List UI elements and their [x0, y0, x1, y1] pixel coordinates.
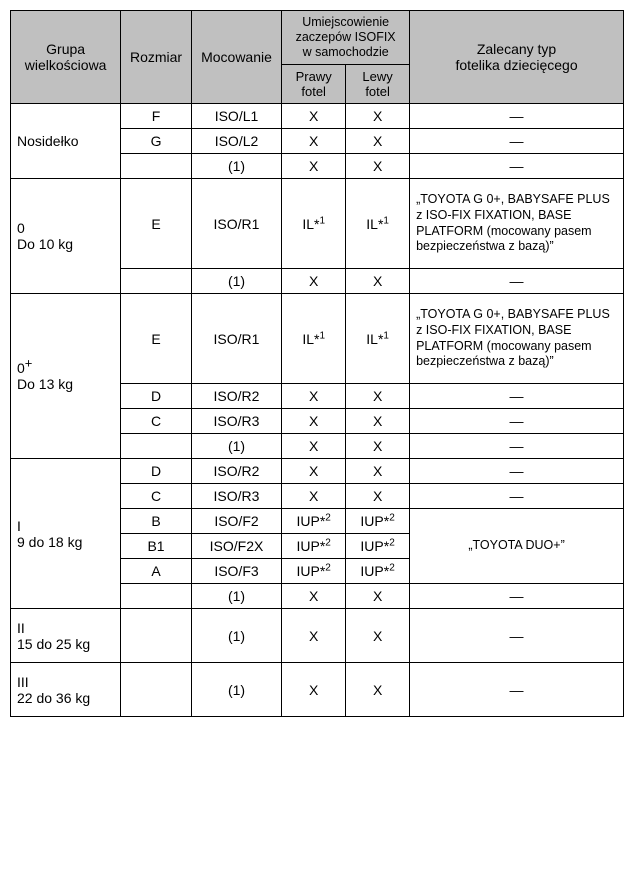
size-cell: F: [121, 104, 192, 129]
size-cell: [121, 269, 192, 294]
group-0plus: 0+Do 13 kg: [11, 294, 121, 459]
group-III: III 22 do 36 kg: [11, 663, 121, 717]
right-seat-cell: X: [282, 384, 346, 409]
recommended-cell: —: [410, 663, 624, 717]
header-size: Rozmiar: [121, 11, 192, 104]
right-seat-cell: X: [282, 129, 346, 154]
recommended-cell: —: [410, 409, 624, 434]
left-seat-cell: X: [346, 663, 410, 717]
right-seat-cell: X: [282, 584, 346, 609]
fixation-cell: (1): [191, 434, 281, 459]
fixation-cell: ISO/R1: [191, 294, 281, 384]
left-seat-cell: X: [346, 459, 410, 484]
size-cell: C: [121, 484, 192, 509]
right-seat-cell: IUP*2: [282, 559, 346, 584]
left-seat-cell: X: [346, 104, 410, 129]
fixation-cell: ISO/R3: [191, 484, 281, 509]
fixation-cell: ISO/F2X: [191, 534, 281, 559]
fixation-cell: ISO/R1: [191, 179, 281, 269]
left-seat-cell: IUP*2: [346, 534, 410, 559]
recommended-cell: „TOYOTA G 0+, BABYSAFE PLUS z ISO-FIX FI…: [410, 179, 624, 269]
left-seat-cell: X: [346, 434, 410, 459]
size-cell: B: [121, 509, 192, 534]
header-fixation: Mocowanie: [191, 11, 281, 104]
size-cell: [121, 434, 192, 459]
recommended-cell: „TOYOTA DUO+”: [410, 509, 624, 584]
fixation-cell: ISO/R3: [191, 409, 281, 434]
right-seat-cell: X: [282, 104, 346, 129]
left-seat-cell: X: [346, 129, 410, 154]
header-isofix-location: Umiejscowienie zaczepów ISOFIX w samocho…: [282, 11, 410, 65]
fixation-cell: ISO/L2: [191, 129, 281, 154]
header-right-seat: Prawy fotel: [282, 65, 346, 104]
header-left-seat: Lewy fotel: [346, 65, 410, 104]
left-seat-cell: X: [346, 154, 410, 179]
recommended-cell: —: [410, 269, 624, 294]
size-cell: E: [121, 294, 192, 384]
recommended-cell: —: [410, 434, 624, 459]
right-seat-cell: IUP*2: [282, 534, 346, 559]
right-seat-cell: X: [282, 484, 346, 509]
fixation-cell: ISO/F2: [191, 509, 281, 534]
group-0: 0 Do 10 kg: [11, 179, 121, 294]
left-seat-cell: IUP*2: [346, 509, 410, 534]
fixation-cell: ISO/F3: [191, 559, 281, 584]
header-recommended: Zalecany typ fotelika dziecięcego: [410, 11, 624, 104]
recommended-cell: „TOYOTA G 0+, BABYSAFE PLUS z ISO-FIX FI…: [410, 294, 624, 384]
left-seat-cell: X: [346, 269, 410, 294]
fixation-cell: ISO/L1: [191, 104, 281, 129]
right-seat-cell: X: [282, 609, 346, 663]
size-cell: D: [121, 384, 192, 409]
left-seat-cell: X: [346, 484, 410, 509]
size-cell: E: [121, 179, 192, 269]
recommended-cell: —: [410, 384, 624, 409]
group-II: II 15 do 25 kg: [11, 609, 121, 663]
size-cell: B1: [121, 534, 192, 559]
size-cell: G: [121, 129, 192, 154]
fixation-cell: (1): [191, 609, 281, 663]
size-cell: D: [121, 459, 192, 484]
left-seat-cell: X: [346, 609, 410, 663]
right-seat-cell: IL*1: [282, 179, 346, 269]
right-seat-cell: X: [282, 154, 346, 179]
right-seat-cell: X: [282, 663, 346, 717]
right-seat-cell: X: [282, 434, 346, 459]
recommended-cell: —: [410, 154, 624, 179]
left-seat-cell: X: [346, 384, 410, 409]
size-cell: A: [121, 559, 192, 584]
left-seat-cell: IL*1: [346, 179, 410, 269]
right-seat-cell: X: [282, 409, 346, 434]
recommended-cell: —: [410, 484, 624, 509]
group-I: I 9 do 18 kg: [11, 459, 121, 609]
fixation-cell: ISO/R2: [191, 384, 281, 409]
left-seat-cell: IUP*2: [346, 559, 410, 584]
right-seat-cell: IUP*2: [282, 509, 346, 534]
size-cell: [121, 663, 192, 717]
fixation-cell: (1): [191, 269, 281, 294]
isofix-compatibility-table: Grupa wielkościowa Rozmiar Mocowanie Umi…: [10, 10, 624, 717]
size-cell: C: [121, 409, 192, 434]
group-carrycot: Nosidełko: [11, 104, 121, 179]
size-cell: [121, 154, 192, 179]
fixation-cell: ISO/R2: [191, 459, 281, 484]
recommended-cell: —: [410, 609, 624, 663]
fixation-cell: (1): [191, 584, 281, 609]
header-group: Grupa wielkościowa: [11, 11, 121, 104]
recommended-cell: —: [410, 129, 624, 154]
size-cell: [121, 584, 192, 609]
recommended-cell: —: [410, 459, 624, 484]
fixation-cell: (1): [191, 663, 281, 717]
fixation-cell: (1): [191, 154, 281, 179]
left-seat-cell: X: [346, 409, 410, 434]
right-seat-cell: IL*1: [282, 294, 346, 384]
left-seat-cell: X: [346, 584, 410, 609]
recommended-cell: —: [410, 584, 624, 609]
recommended-cell: —: [410, 104, 624, 129]
size-cell: [121, 609, 192, 663]
right-seat-cell: X: [282, 459, 346, 484]
left-seat-cell: IL*1: [346, 294, 410, 384]
right-seat-cell: X: [282, 269, 346, 294]
